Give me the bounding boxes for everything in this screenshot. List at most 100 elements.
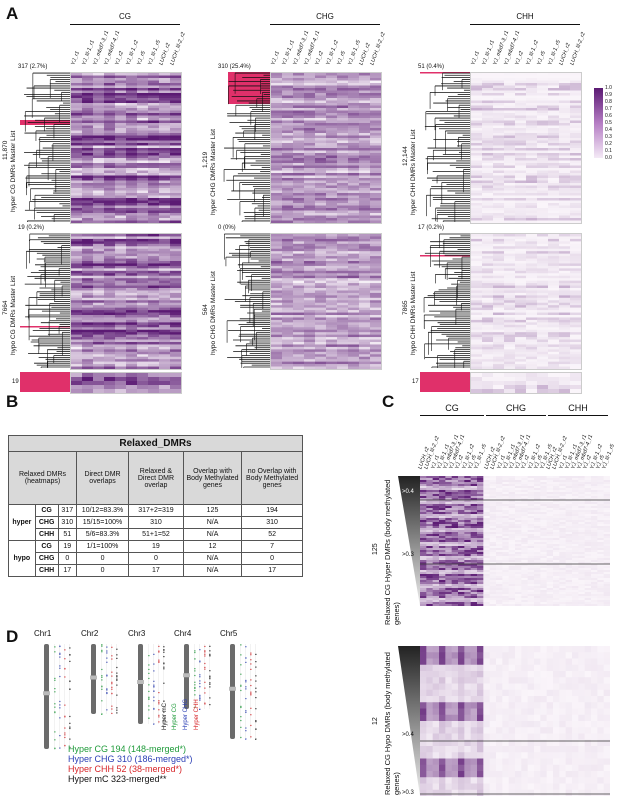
heatmap-cell (526, 290, 538, 294)
heatmap-cell (282, 155, 294, 159)
heatmap-cell (115, 263, 127, 267)
heatmap-cell (170, 297, 181, 301)
heatmap-cell (570, 253, 581, 257)
heatmap-cell (348, 95, 360, 99)
heatmap-cell (82, 155, 94, 159)
heatmap-cell (104, 110, 116, 114)
heatmap-cell (515, 120, 527, 124)
heatmap-cell (493, 105, 505, 109)
heatmap-cell (504, 317, 516, 321)
heatmap-cell (526, 366, 538, 369)
heatmap-cell (315, 241, 327, 245)
heatmap-cell (282, 158, 294, 161)
heatmap-cell (271, 322, 283, 326)
heatmap-cell (137, 366, 149, 369)
heatmap-cell (548, 78, 560, 81)
heatmap-cell (159, 238, 171, 242)
heatmap-cell (104, 327, 116, 331)
heatmap-cell (326, 220, 338, 223)
heatmap-cell (548, 185, 560, 189)
heatmap-cell (540, 486, 547, 489)
heatmap-cell (137, 123, 149, 126)
heatmap-cell (348, 108, 360, 111)
heatmap-cell (104, 75, 116, 79)
heatmap-cell (170, 295, 181, 299)
heatmap-cell (515, 203, 527, 206)
heatmap-cell (370, 241, 381, 245)
heatmap-cell (170, 80, 181, 84)
heatmap-cell (126, 258, 138, 262)
heatmap-cell (348, 359, 360, 362)
table-cell: 310 (128, 516, 184, 529)
heatmap-cell (559, 258, 571, 262)
heatmap-cell (570, 173, 581, 176)
heatmap-cell (271, 278, 283, 281)
heatmap-cell (534, 500, 541, 503)
heatmap-cell (537, 123, 549, 126)
heatmap-cell (293, 280, 305, 284)
heatmap-cell (504, 133, 516, 136)
heatmap-cell (326, 329, 338, 333)
heatmap-cell (315, 366, 327, 369)
heatmap-cell (570, 354, 581, 358)
heatmap-cell (348, 140, 360, 144)
heatmap-cell (115, 123, 127, 126)
heatmap-cell (304, 270, 316, 274)
heatmap-cell (271, 100, 283, 104)
heatmap-cell (477, 508, 484, 511)
heatmap-cell (271, 251, 283, 254)
heatmap-cell (282, 258, 294, 262)
heatmap-cell (570, 324, 581, 328)
heatmap-cell (359, 315, 371, 318)
c-context-cg: CG (445, 403, 459, 413)
heatmap-cell (170, 329, 181, 333)
heatmap-cell (515, 502, 522, 505)
heatmap-cell (159, 98, 171, 101)
heatmap-cell (570, 218, 581, 221)
heatmap-cell (293, 210, 305, 214)
heatmap-cell (537, 342, 549, 345)
heatmap-cell (326, 140, 338, 144)
heatmap-cell (315, 322, 327, 326)
heatmap-cell (559, 93, 571, 96)
heatmap-cell (126, 108, 138, 111)
heatmap-cell (148, 312, 160, 316)
heatmap-cell (148, 288, 160, 291)
heatmap-cell (559, 283, 571, 286)
heatmap-cell (359, 158, 371, 161)
heatmap-cell (315, 238, 327, 242)
heatmap-cell (71, 356, 83, 360)
heatmap-cell (482, 203, 494, 206)
heatmap-cell (464, 502, 471, 505)
heatmap-cell (572, 492, 579, 495)
heatmap-cell (570, 361, 581, 365)
heatmap-cell (326, 148, 338, 151)
heatmap-cell (315, 78, 327, 81)
heatmap-cell (93, 290, 105, 294)
heatmap-cell (559, 256, 571, 259)
heatmap-cell (496, 478, 503, 481)
heatmap-cell (504, 168, 516, 171)
heatmap-cell (293, 300, 305, 304)
heatmap-cell (515, 268, 527, 272)
heatmap-cell (584, 512, 592, 515)
heatmap-cell (82, 108, 94, 111)
heatmap-cell (515, 337, 527, 340)
heatmap-cell (148, 261, 160, 264)
heatmap-cell (337, 319, 349, 323)
heatmap-cell (370, 83, 381, 86)
heatmap-cell (508, 520, 516, 523)
heatmap-cell (359, 113, 371, 116)
heatmap-cell (359, 292, 371, 296)
heatmap-cell (482, 381, 494, 386)
heatmap-cell (548, 236, 560, 240)
heatmap-cell (282, 120, 294, 124)
heatmap-cell (370, 135, 381, 139)
heatmap-cell (471, 258, 483, 262)
heatmap-cell (293, 319, 305, 323)
heatmap-cell (337, 90, 349, 94)
heatmap-cell (493, 351, 505, 355)
heatmap-cell (304, 178, 316, 181)
heatmap-cell (348, 75, 360, 79)
heatmap-cell (471, 332, 483, 335)
